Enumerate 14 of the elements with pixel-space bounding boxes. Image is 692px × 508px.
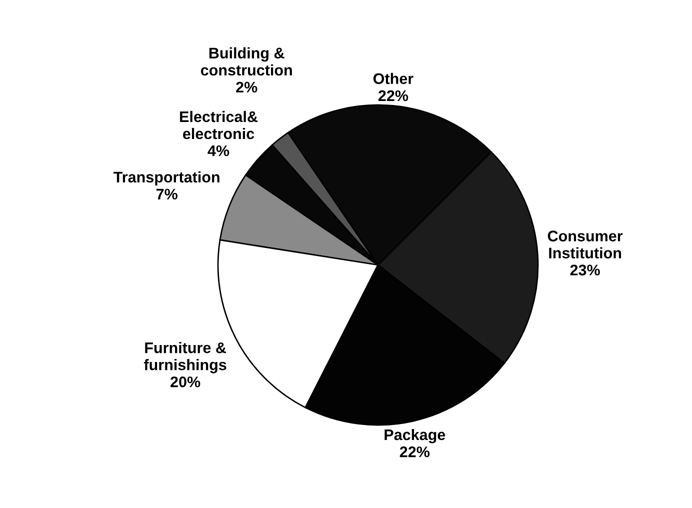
slice-label: Transportation: [114, 171, 220, 186]
slice-label: Other: [373, 72, 414, 84]
slice-label: Building & construction: [200, 47, 292, 76]
data-label: 2%: [236, 82, 258, 93]
slice-label: Consumer Institution: [548, 230, 623, 258]
data-label: 20%: [170, 376, 200, 388]
data-label: 22%: [400, 446, 430, 458]
slice-label: Electrical& electronic: [180, 110, 258, 140]
data-label: 22%: [378, 90, 408, 102]
data-label: 4%: [208, 145, 230, 156]
slice-label: Furniture & furnishings: [144, 342, 226, 374]
data-label: 23%: [570, 264, 600, 276]
data-label: 7%: [156, 188, 178, 200]
slice-label: Package: [384, 428, 446, 444]
